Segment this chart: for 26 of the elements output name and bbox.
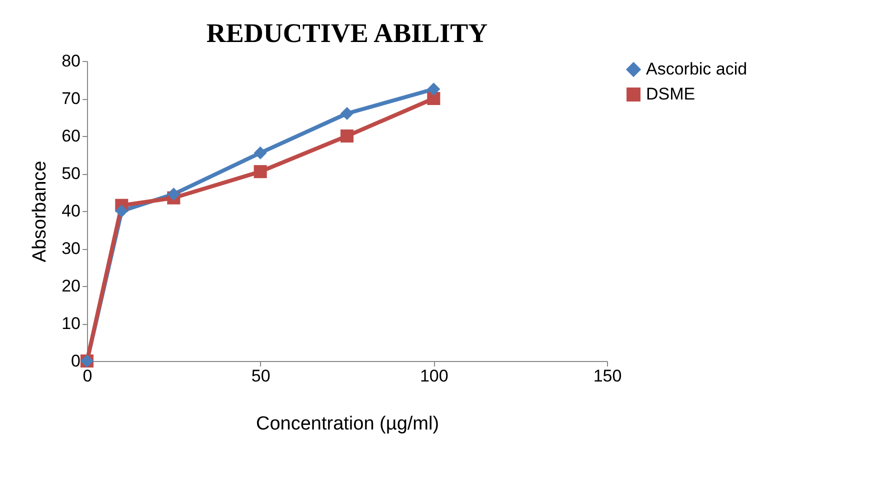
y-tick-label: 50 [62, 164, 80, 183]
point [254, 146, 267, 160]
y-tick-label: 10 [62, 314, 80, 333]
x-axis-title: Concentration (µg/ml) [256, 414, 440, 434]
point [340, 106, 354, 120]
chart-title: REDUCTIVE ABILITY [206, 18, 488, 48]
point [340, 129, 354, 143]
x-tick-label: 50 [251, 366, 270, 386]
y-tick-label: 0 [71, 352, 80, 370]
y-tick-label: 30 [62, 239, 80, 258]
x-tick-label: 100 [420, 366, 448, 386]
y-tick-label: 20 [62, 276, 80, 296]
y-tick-label: 70 [62, 89, 80, 108]
point [427, 92, 440, 106]
x-tick-label: 0 [82, 366, 92, 386]
point [115, 204, 128, 218]
x-tick-label: 150 [593, 366, 622, 386]
legend-label: DSME [646, 84, 696, 104]
y-tick-label: 80 [62, 52, 80, 70]
point [167, 188, 180, 201]
y-axis-title: Absorbance [30, 160, 51, 262]
point [427, 82, 440, 96]
y-tick-label: 40 [62, 202, 80, 220]
y-tick-label: 60 [62, 126, 80, 146]
point [254, 165, 267, 178]
legend-label: Ascorbic acid [646, 60, 748, 78]
